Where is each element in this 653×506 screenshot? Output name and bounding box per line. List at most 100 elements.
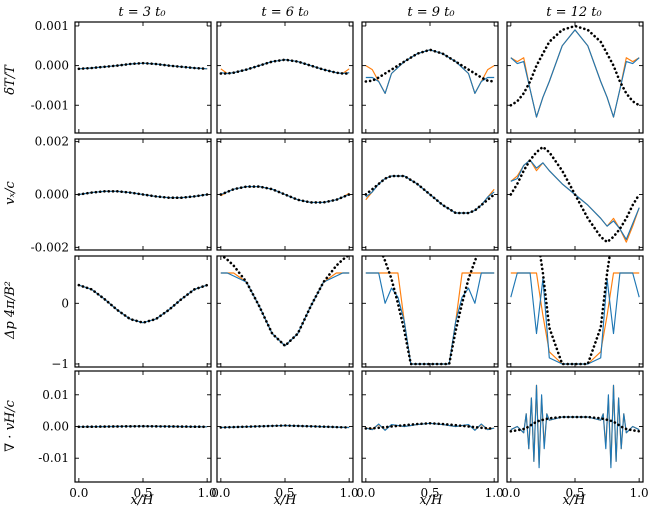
plot-area (219, 185, 351, 204)
series-blue (365, 49, 495, 94)
panel-r4-c1: 0.0 0.5 1.0 0.01 0.00 -0.01 (38, 370, 217, 500)
x-axis-labels: x/H x/H x/H x/H (130, 493, 586, 506)
plot-area (509, 145, 641, 244)
x-label-1: x/H (130, 493, 154, 506)
series-dots (539, 256, 611, 366)
panel-r3-c4 (506, 255, 644, 368)
y-tick-label: −1 (51, 357, 69, 371)
x-tick-label: 0.5 (275, 486, 294, 500)
series-orange (510, 272, 640, 365)
plot-area (220, 256, 350, 348)
plot-area (77, 424, 209, 429)
series-orange (220, 272, 350, 347)
y-tick-label: 0.000 (35, 188, 69, 202)
series-orange (510, 29, 640, 118)
plot-area (510, 256, 640, 366)
x-tick-label: 1.0 (198, 486, 217, 500)
series-dots (77, 283, 209, 325)
x-tick-label: 0.0 (501, 486, 520, 500)
y-tick-label: -0.001 (31, 98, 69, 112)
panel-r4-c2: 0.0 0.5 1.0 (211, 370, 359, 500)
panel-r4-c3: 0.0 0.5 1.0 (356, 370, 504, 500)
series-dots (364, 421, 496, 430)
panel-r3-c1: 0 −1 (51, 255, 212, 371)
plot-area (219, 58, 351, 75)
x-tick-label: 1.0 (485, 486, 504, 500)
series-dots (364, 174, 496, 215)
series-dots (219, 58, 351, 75)
series-dots (77, 61, 209, 71)
series-blue (510, 272, 640, 365)
y-tick-label: -0.002 (31, 240, 69, 254)
x-tick-label: 0.5 (565, 486, 584, 500)
x-tick-label: 1.0 (340, 486, 359, 500)
panel-r3-c3 (361, 255, 499, 368)
panel-frame (74, 21, 212, 134)
plot-area (77, 61, 209, 71)
row-labels: δT/T vₓ/c Δp 4π/B² ∇ · vH/c (3, 64, 18, 452)
column-titles: t = 3 t₀ t = 6 t₀ t = 9 t₀ t = 12 t₀ (118, 5, 602, 20)
y-tick-label: 0.00 (42, 420, 69, 434)
panel-frame (361, 21, 499, 134)
series-orange (365, 272, 495, 365)
x-label-2: x/H (273, 493, 297, 506)
panel-r1-c1: 0.001 0.000 -0.001 (31, 19, 212, 134)
plot-area (364, 48, 496, 94)
plot-area (77, 190, 209, 199)
panel-r2-c3 (361, 138, 499, 251)
series-orange (365, 49, 495, 94)
x-tick-label: 0.0 (211, 486, 230, 500)
y-tick-label: 0.002 (35, 135, 69, 149)
series-orange (78, 284, 208, 324)
series-dots (509, 415, 641, 433)
col-title-3: t = 9 t₀ (407, 5, 455, 20)
panel-r4-c4: 0.0 0.5 1.0 (501, 370, 649, 500)
series-dots (219, 185, 351, 204)
y-tick-label: 0 (61, 296, 69, 310)
panel-r2-c4 (506, 138, 644, 251)
panel-frame (216, 255, 354, 368)
panel-r2-c2 (216, 138, 354, 251)
y-tick-label: 0.01 (42, 388, 69, 402)
series-dots (77, 424, 209, 429)
plot-area (364, 421, 496, 431)
row-label-2: vₓ/c (3, 180, 18, 204)
y-tick-label: 0.000 (35, 59, 69, 73)
x-label-3: x/H (419, 493, 443, 506)
panel-r3-c2 (216, 255, 354, 368)
series-dots (509, 145, 641, 244)
series-blue (78, 284, 208, 324)
col-title-1: t = 3 t₀ (118, 5, 166, 20)
panel-r1-c4 (506, 21, 644, 134)
series-blue (510, 384, 640, 469)
col-title-4: t = 12 t₀ (546, 5, 602, 20)
series-blue (220, 272, 350, 347)
row-label-4: ∇ · vH/c (3, 399, 18, 452)
panel-frame (74, 255, 212, 368)
panel-r1-c2 (216, 21, 354, 134)
panel-r1-c3 (361, 21, 499, 134)
series-dots (509, 24, 641, 107)
row-label-3: Δp 4π/B² (3, 281, 18, 340)
x-label-4: x/H (562, 493, 586, 506)
series-dots (219, 424, 351, 429)
series-blue (220, 186, 350, 203)
col-title-2: t = 6 t₀ (261, 5, 309, 20)
series-blue (365, 272, 495, 365)
y-tick-label: -0.01 (38, 451, 69, 465)
plot-area (364, 174, 496, 215)
plot-area (77, 283, 209, 325)
series-dots (77, 190, 209, 199)
plot-area (509, 24, 641, 118)
series-dots (364, 48, 496, 83)
x-tick-label: 0.5 (420, 486, 439, 500)
x-tick-label: 0.0 (69, 486, 88, 500)
plot-area (365, 256, 495, 366)
x-tick-label: 0.5 (133, 486, 152, 500)
plot-area (219, 424, 351, 429)
series-dots (381, 256, 479, 366)
x-tick-label: 0.0 (356, 486, 375, 500)
panel-frame (216, 21, 354, 134)
